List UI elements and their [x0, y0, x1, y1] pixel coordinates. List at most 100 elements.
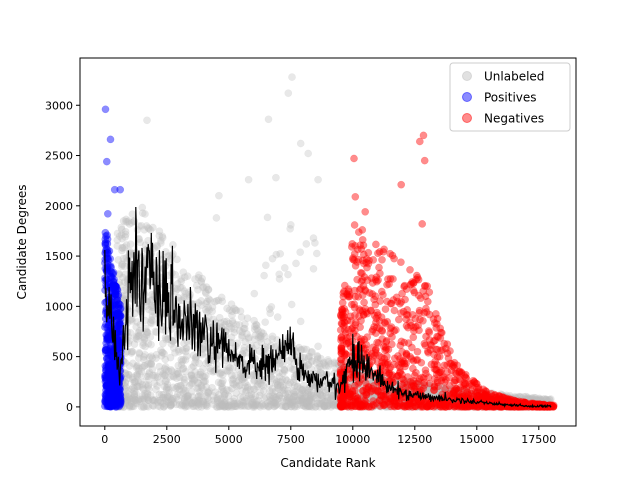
unlabeled-point — [145, 360, 154, 368]
unlabeled-point — [197, 381, 206, 390]
unlabeled-point — [292, 259, 300, 268]
legend-label: Positives — [484, 91, 537, 105]
negative-point — [363, 263, 371, 272]
unlabeled-point — [248, 403, 257, 411]
negative-point — [403, 373, 412, 381]
unlabeled-point — [140, 361, 149, 370]
x-tick-label: 7500 — [277, 433, 305, 446]
unlabeled-point — [524, 395, 532, 403]
negative-point — [353, 258, 361, 266]
unlabeled-point — [378, 394, 386, 403]
unlabeled-point — [189, 399, 197, 407]
negative-point — [381, 305, 390, 314]
unlabeled-point — [211, 388, 220, 397]
unlabeled-point — [286, 378, 295, 387]
unlabeled-point — [220, 395, 229, 403]
unlabeled-point — [218, 383, 226, 391]
legend-marker — [462, 92, 472, 102]
unlabeled-point — [263, 213, 272, 222]
unlabeled-point — [421, 384, 430, 392]
negative-point — [356, 241, 365, 250]
negative-point — [494, 392, 503, 400]
unlabeled-point — [242, 394, 251, 403]
unlabeled-point — [134, 332, 143, 341]
negative-point — [400, 338, 409, 347]
unlabeled-point — [296, 248, 305, 257]
unlabeled-point — [304, 352, 313, 361]
unlabeled-point — [488, 389, 497, 398]
unlabeled-point — [438, 383, 447, 391]
unlabeled-point — [290, 396, 299, 405]
unlabeled-point — [250, 289, 259, 298]
unlabeled-point — [412, 402, 421, 411]
unlabeled-point — [473, 402, 482, 411]
unlabeled-point — [189, 362, 198, 371]
positive-point — [108, 359, 117, 368]
unlabeled-point — [142, 222, 151, 230]
unlabeled-point — [232, 306, 241, 315]
unlabeled-point — [212, 403, 221, 411]
unlabeled-point — [144, 339, 153, 348]
negative-point — [356, 306, 364, 315]
unlabeled-point — [125, 362, 134, 370]
negative-point — [372, 240, 380, 249]
unlabeled-point — [286, 364, 294, 372]
unlabeled-point — [418, 400, 426, 409]
unlabeled-point — [123, 392, 132, 401]
unlabeled-point — [499, 392, 508, 400]
negative-point — [406, 399, 414, 408]
positive-point — [104, 256, 113, 264]
unlabeled-point — [314, 342, 322, 351]
unlabeled-point — [328, 401, 337, 409]
unlabeled-point — [375, 402, 384, 411]
unlabeled-point — [365, 383, 373, 392]
unlabeled-point — [136, 395, 145, 404]
unlabeled-point — [242, 397, 250, 406]
unlabeled-point — [318, 396, 326, 405]
unlabeled-point — [502, 391, 511, 400]
negative-point — [437, 328, 445, 337]
unlabeled-point — [254, 326, 262, 335]
unlabeled-point — [177, 355, 186, 364]
unlabeled-point — [498, 394, 507, 402]
positive-point — [103, 354, 111, 363]
unlabeled-point — [241, 402, 249, 411]
unlabeled-point — [134, 366, 143, 375]
unlabeled-point — [342, 400, 351, 408]
unlabeled-point — [530, 397, 539, 406]
unlabeled-point — [153, 241, 161, 250]
unlabeled-point — [289, 389, 298, 397]
negative-point — [354, 402, 363, 411]
negative-point — [413, 356, 422, 364]
unlabeled-point — [244, 175, 253, 184]
unlabeled-point — [140, 362, 149, 370]
unlabeled-point — [285, 380, 293, 389]
negative-point — [425, 310, 434, 319]
unlabeled-point — [286, 221, 295, 229]
negative-point — [345, 291, 354, 299]
unlabeled-point — [284, 270, 292, 279]
unlabeled-point — [378, 388, 386, 396]
unlabeled-point — [499, 395, 507, 403]
unlabeled-point — [114, 403, 123, 411]
unlabeled-point — [156, 402, 165, 411]
unlabeled-point — [268, 335, 277, 343]
unlabeled-point — [357, 390, 366, 399]
negative-point — [440, 361, 449, 370]
negative-point — [344, 383, 353, 392]
unlabeled-point — [225, 401, 234, 410]
unlabeled-point — [195, 396, 203, 405]
unlabeled-point — [231, 306, 240, 314]
negative-point — [462, 384, 471, 393]
unlabeled-point — [217, 368, 226, 377]
positive-point — [104, 401, 112, 410]
positive-point — [102, 157, 111, 166]
negative-point — [419, 316, 427, 325]
negative-point — [354, 228, 363, 236]
unlabeled-point — [164, 398, 173, 407]
negative-point — [362, 384, 370, 393]
unlabeled-point — [209, 396, 218, 405]
negative-point — [474, 385, 483, 394]
unlabeled-point — [167, 401, 176, 409]
negative-point — [461, 373, 470, 382]
